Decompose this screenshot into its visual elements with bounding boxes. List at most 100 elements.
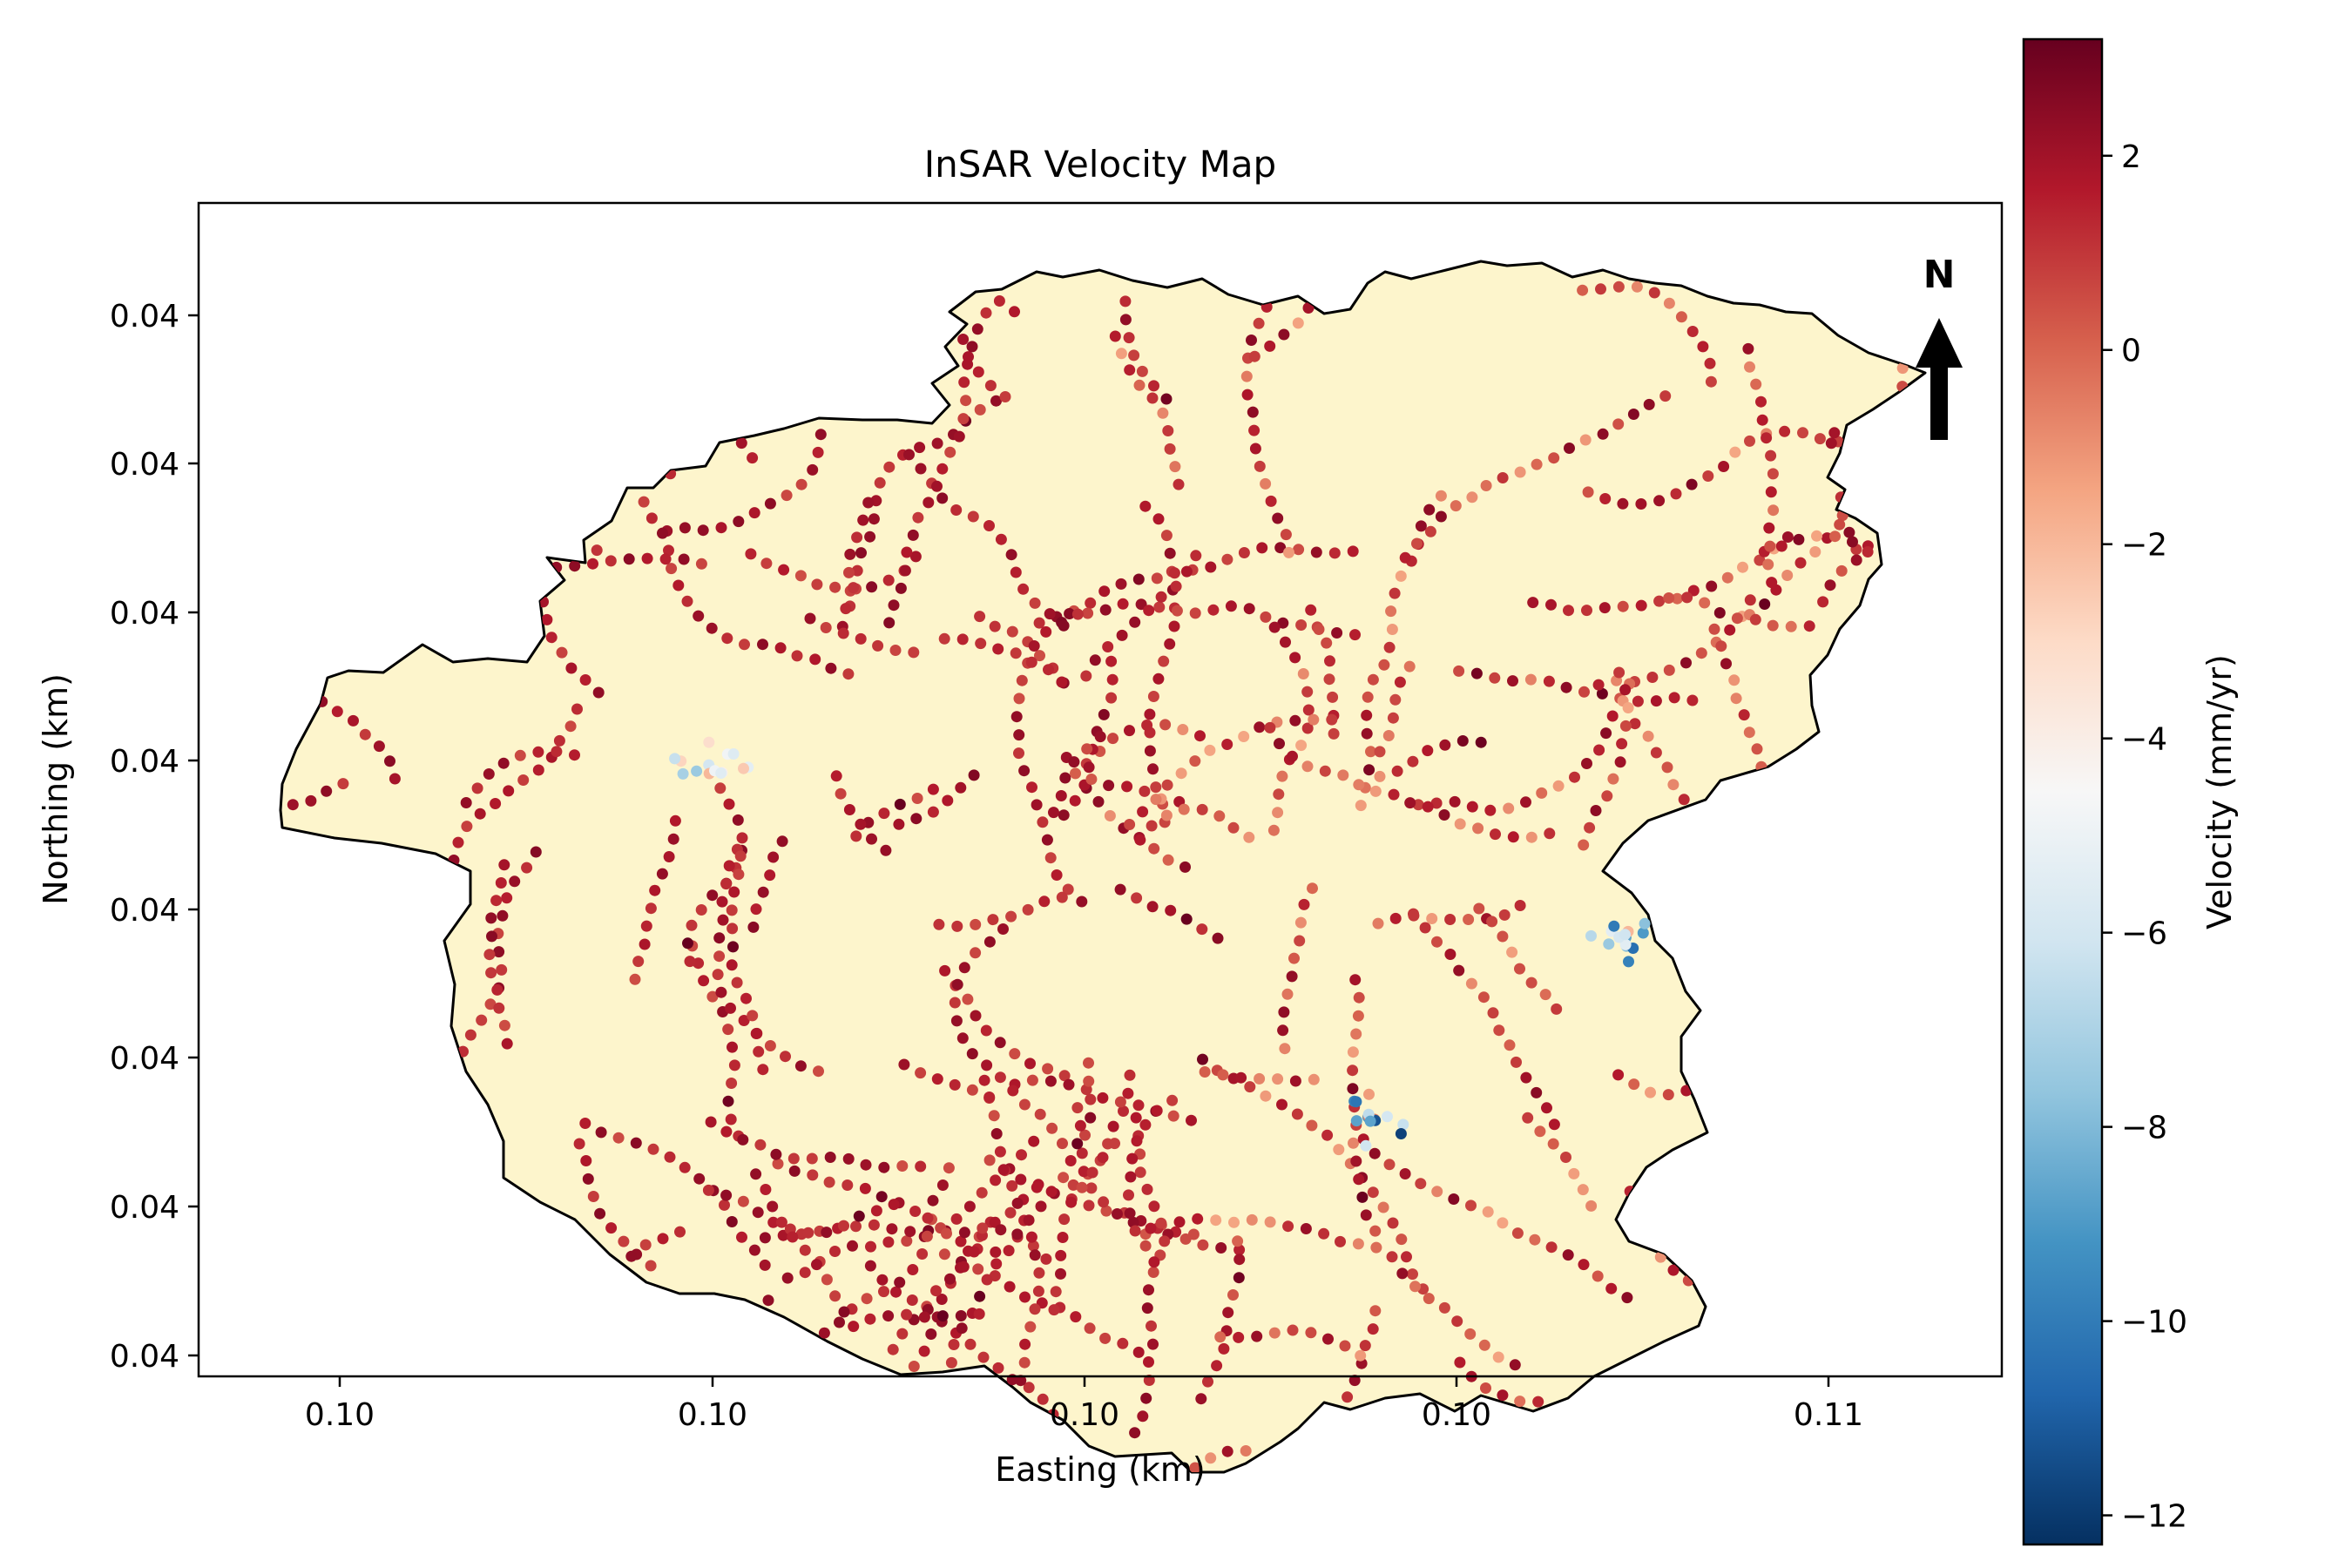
velocity-point	[1197, 1053, 1208, 1065]
velocity-point	[1055, 1249, 1067, 1261]
velocity-point	[702, 1184, 714, 1196]
velocity-point	[1592, 679, 1605, 691]
velocity-point	[1394, 676, 1406, 688]
velocity-point	[990, 1128, 1003, 1139]
velocity-point	[1132, 1099, 1145, 1112]
velocity-point	[978, 1074, 990, 1086]
velocity-point	[727, 748, 740, 760]
velocity-point	[638, 496, 650, 508]
velocity-point	[1161, 779, 1173, 791]
velocity-point	[1514, 1396, 1526, 1408]
velocity-point	[1124, 725, 1135, 737]
velocity-point	[1143, 1284, 1154, 1296]
velocity-point	[812, 446, 824, 458]
x-tick-label: 0.10	[305, 1397, 375, 1433]
velocity-point	[471, 782, 483, 794]
velocity-point	[1395, 570, 1407, 582]
velocity-point	[1124, 1069, 1136, 1081]
velocity-point	[541, 613, 553, 625]
velocity-point	[1115, 348, 1127, 360]
velocity-point	[829, 581, 841, 593]
velocity-point	[1015, 1173, 1027, 1186]
colorbar-tick-label: −10	[2121, 1305, 2187, 1341]
velocity-point	[787, 1152, 800, 1165]
velocity-point	[1749, 613, 1761, 625]
velocity-point	[736, 1231, 747, 1243]
velocity-point	[1279, 1043, 1291, 1055]
velocity-point	[972, 1263, 984, 1275]
velocity-point	[630, 1137, 642, 1149]
velocity-point	[818, 1327, 830, 1339]
velocity-point	[830, 770, 842, 782]
velocity-point	[1126, 1152, 1139, 1165]
velocity-point	[1592, 1270, 1604, 1282]
velocity-point	[1155, 1217, 1167, 1229]
velocity-point	[1074, 1119, 1086, 1132]
velocity-point	[1484, 804, 1497, 816]
velocity-point	[1078, 1166, 1090, 1178]
velocity-point	[1097, 1092, 1109, 1104]
velocity-point	[530, 846, 542, 858]
velocity-point	[1829, 531, 1841, 543]
velocity-point	[1112, 1208, 1123, 1220]
velocity-point	[1083, 1057, 1094, 1069]
velocity-point	[775, 1216, 787, 1228]
velocity-point	[1027, 1240, 1039, 1252]
velocity-point	[1595, 283, 1606, 295]
velocity-point	[1105, 655, 1118, 667]
velocity-point	[1044, 1075, 1057, 1087]
velocity-point	[1622, 702, 1634, 713]
velocity-point	[1353, 991, 1365, 1004]
velocity-point	[514, 749, 526, 761]
velocity-point	[1347, 1083, 1359, 1095]
velocity-point	[1023, 1382, 1035, 1394]
velocity-point	[1152, 513, 1165, 525]
velocity-point	[1294, 916, 1307, 929]
velocity-point	[722, 1024, 734, 1036]
velocity-point	[618, 1235, 630, 1247]
velocity-point	[1173, 1216, 1186, 1228]
velocity-point	[899, 564, 911, 577]
velocity-point	[1006, 625, 1018, 638]
velocity-point	[1247, 406, 1259, 418]
velocity-point	[1653, 495, 1666, 507]
velocity-point	[1004, 1206, 1017, 1219]
colorbar-gradient	[2022, 37, 2104, 1546]
velocity-point	[1426, 913, 1438, 924]
velocity-point	[752, 1206, 764, 1219]
velocity-point	[1105, 692, 1118, 704]
velocity-point	[1552, 780, 1565, 792]
velocity-point	[1143, 1356, 1154, 1368]
velocity-point	[799, 1244, 811, 1256]
velocity-point	[888, 1199, 900, 1211]
velocity-point	[1273, 788, 1285, 801]
velocity-point	[804, 612, 816, 625]
velocity-point	[1389, 587, 1401, 599]
velocity-point	[1465, 1200, 1477, 1212]
velocity-point	[895, 582, 907, 594]
velocity-point	[737, 1133, 749, 1146]
velocity-point	[997, 1164, 1010, 1176]
velocity-point	[726, 1078, 738, 1089]
velocity-point	[712, 969, 724, 981]
colorbar-ticks: 2 0 −2 −4 −6 −8 −10 −12	[2102, 139, 2187, 1535]
velocity-point	[882, 1310, 895, 1322]
velocity-point	[999, 391, 1011, 402]
velocity-point	[1115, 578, 1127, 590]
velocity-point	[1785, 620, 1797, 632]
velocity-point	[1606, 710, 1619, 722]
y-tick-label: 0.04	[110, 299, 179, 335]
velocity-point	[1781, 531, 1794, 543]
velocity-point	[814, 429, 827, 441]
velocity-point	[1042, 1063, 1054, 1075]
velocity-point	[1507, 675, 1518, 687]
velocity-point	[1702, 470, 1714, 482]
colorbar-label: Velocity (mm/yr)	[2200, 654, 2239, 929]
velocity-point	[1264, 721, 1276, 733]
velocity-point	[1504, 1039, 1516, 1051]
velocity-point	[1069, 794, 1081, 807]
velocity-point	[1035, 1200, 1047, 1213]
velocity-point	[1097, 1152, 1109, 1164]
velocity-point	[1123, 1189, 1134, 1201]
velocity-point	[1058, 1213, 1071, 1226]
